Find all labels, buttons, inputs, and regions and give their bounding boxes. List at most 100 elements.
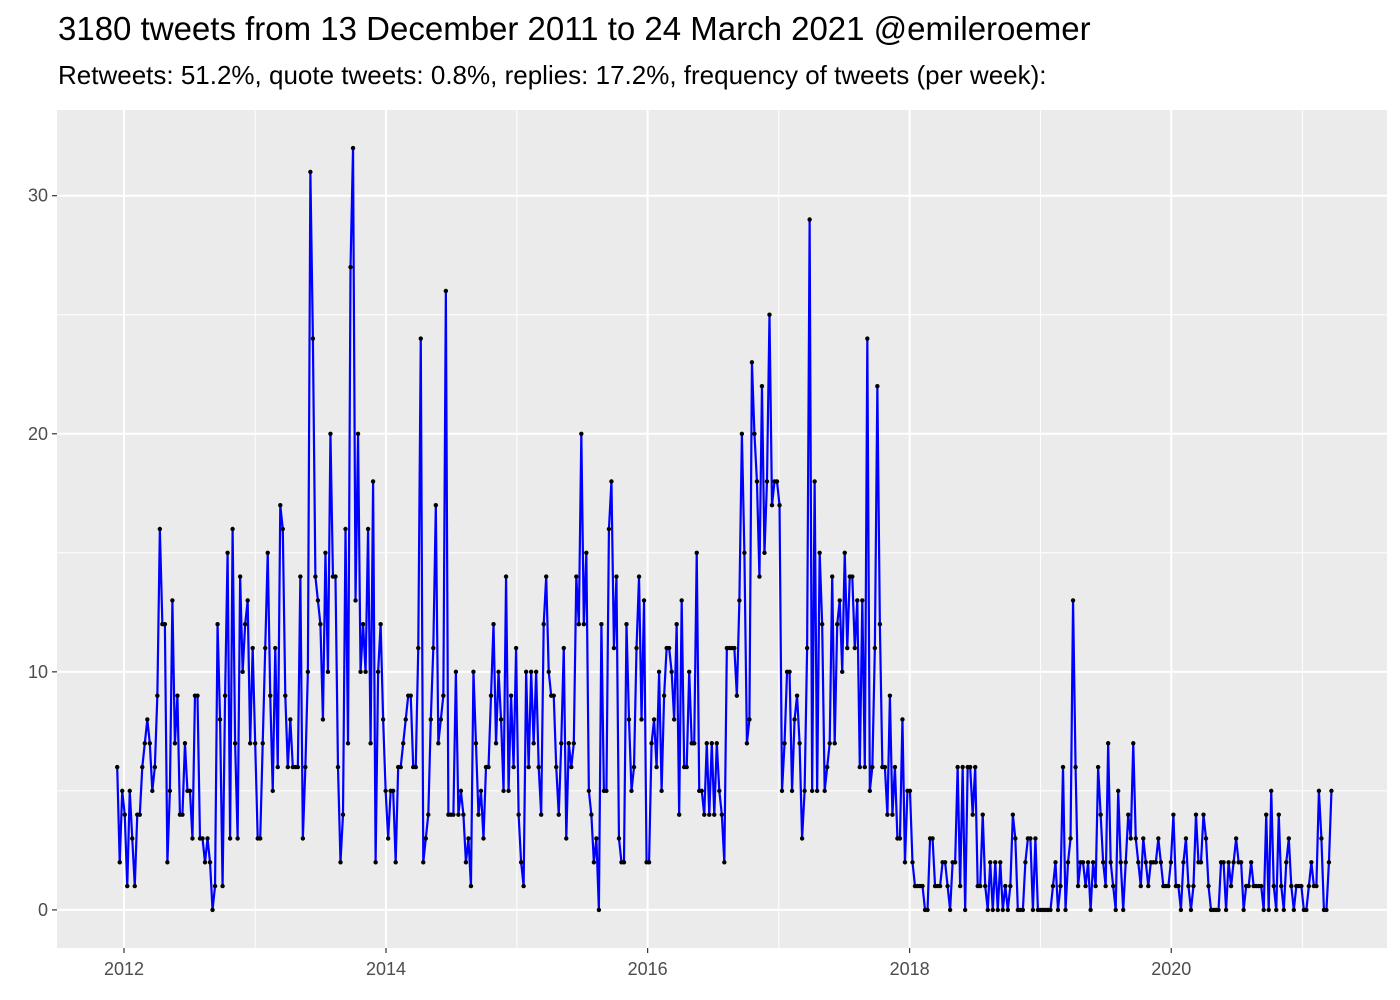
data-point (767, 312, 772, 317)
data-point (1183, 836, 1189, 841)
data-point (1070, 598, 1076, 603)
y-tick-label: 10 (28, 662, 48, 682)
y-tick-label: 20 (28, 424, 48, 444)
data-point (1326, 860, 1332, 865)
data-point (1126, 812, 1131, 817)
data-point (649, 741, 654, 746)
data-point (518, 860, 524, 865)
data-point (852, 645, 857, 651)
data-point (807, 217, 812, 222)
data-point (280, 526, 285, 532)
data-point (137, 812, 142, 817)
data-point (1266, 907, 1271, 913)
data-point (320, 717, 326, 722)
data-point (679, 598, 684, 603)
data-point (779, 788, 785, 794)
data-point (207, 860, 213, 865)
data-point (566, 741, 571, 746)
data-point (1216, 907, 1221, 913)
data-point (877, 622, 883, 627)
data-point (140, 764, 145, 770)
data-point (1248, 860, 1254, 865)
data-point (814, 788, 820, 794)
data-point (998, 860, 1003, 865)
data-point (544, 574, 549, 579)
data-point (212, 883, 218, 889)
data-point (205, 836, 210, 841)
data-point (1269, 788, 1274, 794)
data-point (528, 669, 534, 675)
data-point (1191, 883, 1196, 889)
data-point (990, 907, 995, 913)
data-point (1103, 883, 1108, 889)
data-point (764, 479, 770, 484)
data-point (802, 788, 807, 794)
data-point (523, 669, 529, 675)
data-point (902, 860, 908, 865)
data-point (513, 645, 519, 651)
data-point (930, 836, 935, 841)
data-point (759, 383, 765, 389)
data-point (1088, 907, 1093, 913)
data-point (1138, 883, 1143, 889)
data-point (737, 598, 742, 603)
data-point (235, 836, 240, 841)
data-point (225, 550, 230, 556)
data-point (300, 836, 306, 841)
data-point (546, 669, 551, 675)
data-point (942, 860, 948, 865)
x-tick-label: 2012 (104, 959, 144, 979)
data-point (694, 550, 699, 556)
data-point (1166, 883, 1171, 889)
data-point (704, 741, 709, 746)
data-point (1181, 860, 1186, 865)
data-point (350, 145, 356, 151)
data-point (275, 764, 280, 770)
data-point (744, 741, 750, 746)
data-point (687, 669, 692, 675)
data-point (501, 788, 506, 794)
data-point (190, 836, 195, 841)
data-point (594, 836, 599, 841)
data-point (496, 669, 501, 675)
data-point (654, 764, 659, 770)
data-point (383, 788, 388, 794)
data-point (1023, 860, 1028, 865)
data-point (1226, 860, 1231, 865)
data-point (747, 717, 752, 722)
data-point (335, 764, 341, 770)
data-point (576, 622, 582, 627)
data-point (609, 479, 614, 484)
data-point (1085, 860, 1091, 865)
data-point (1259, 883, 1264, 889)
data-point (629, 788, 634, 794)
data-point (200, 836, 205, 841)
data-point (491, 622, 496, 627)
data-point (835, 622, 840, 627)
data-point (1324, 907, 1329, 913)
data-point (278, 502, 283, 508)
data-point (488, 693, 494, 698)
data-point (298, 574, 303, 579)
data-point (659, 788, 664, 794)
data-point (656, 669, 662, 675)
data-point (1228, 883, 1234, 889)
data-point (993, 860, 998, 865)
data-point (508, 693, 514, 698)
data-point (210, 907, 215, 913)
data-point (511, 764, 516, 770)
data-point (1058, 883, 1063, 889)
data-point (985, 907, 990, 913)
data-point (952, 860, 958, 865)
data-point (493, 741, 499, 746)
data-point (343, 526, 348, 532)
data-point (596, 907, 602, 913)
data-point (651, 717, 657, 722)
data-point (393, 860, 398, 865)
data-point (1223, 907, 1229, 913)
data-point (872, 645, 878, 651)
data-point (890, 812, 895, 817)
data-point (358, 669, 363, 675)
data-point (380, 717, 386, 722)
data-point (538, 812, 544, 817)
